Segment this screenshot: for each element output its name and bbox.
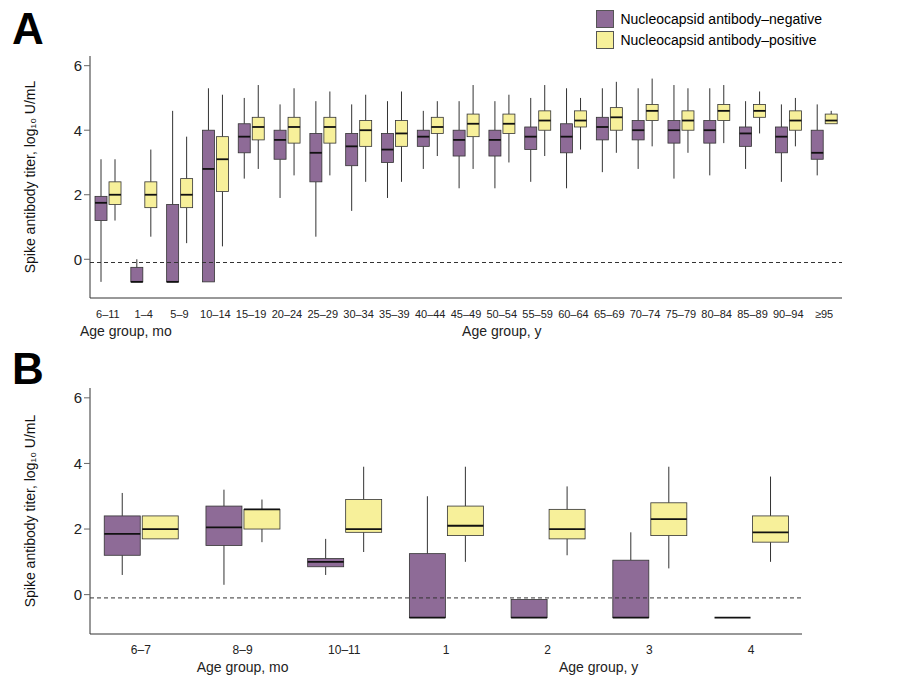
svg-text:2: 2 [544,643,551,657]
svg-text:Age group, y: Age group, y [462,323,541,339]
svg-text:Age group, mo: Age group, mo [80,323,172,339]
svg-text:20–24: 20–24 [272,308,303,320]
svg-text:3: 3 [646,643,653,657]
svg-text:6: 6 [74,57,82,74]
svg-text:0: 0 [74,251,82,268]
svg-text:8–9: 8–9 [233,643,253,657]
svg-text:10–11: 10–11 [328,643,361,657]
svg-text:35–39: 35–39 [379,308,410,320]
svg-text:10–14: 10–14 [200,308,231,320]
svg-text:1: 1 [443,643,450,657]
html-text:Nucleocapsid antibody–negative: Nucleocapsid antibody–negative [620,11,822,27]
svg-text:6–7: 6–7 [131,643,151,657]
svg-text:5–9: 5–9 [170,308,188,320]
svg-text:25–29: 25–29 [307,308,338,320]
svg-text:Spike antibody titer, log₁₀ U/: Spike antibody titer, log₁₀ U/mL [22,80,38,273]
html-text:Nucleocapsid antibody–positive: Nucleocapsid antibody–positive [620,32,817,48]
svg-text:4: 4 [74,455,82,472]
svg-text:50–54: 50–54 [487,308,518,320]
html-text:B: B [12,344,44,393]
svg-text:0: 0 [74,586,82,603]
svg-text:60–64: 60–64 [558,308,589,320]
svg-text:85–89: 85–89 [737,308,768,320]
svg-text:55–59: 55–59 [522,308,553,320]
svg-text:2: 2 [74,520,82,537]
svg-text:1–4: 1–4 [135,308,153,320]
svg-text:75–79: 75–79 [666,308,697,320]
svg-text:2: 2 [74,186,82,203]
svg-text:70–74: 70–74 [630,308,661,320]
svg-text:45–49: 45–49 [451,308,482,320]
svg-text:Spike antibody titer, log₁₀ U/: Spike antibody titer, log₁₀ U/mL [22,414,38,607]
svg-text:6–11: 6–11 [96,308,120,320]
svg-text:Age group, y: Age group, y [559,659,638,675]
svg-text:≥95: ≥95 [815,308,833,320]
svg-text:90–94: 90–94 [773,308,804,320]
svg-text:4: 4 [748,643,755,657]
svg-text:4: 4 [74,122,82,139]
svg-text:6: 6 [74,389,82,406]
svg-text:Age group, mo: Age group, mo [197,659,289,675]
svg-text:40–44: 40–44 [415,308,446,320]
svg-text:80–84: 80–84 [701,308,732,320]
html-text:A: A [12,4,44,53]
svg-text:15–19: 15–19 [236,308,267,320]
svg-text:30–34: 30–34 [343,308,374,320]
svg-text:65–69: 65–69 [594,308,625,320]
